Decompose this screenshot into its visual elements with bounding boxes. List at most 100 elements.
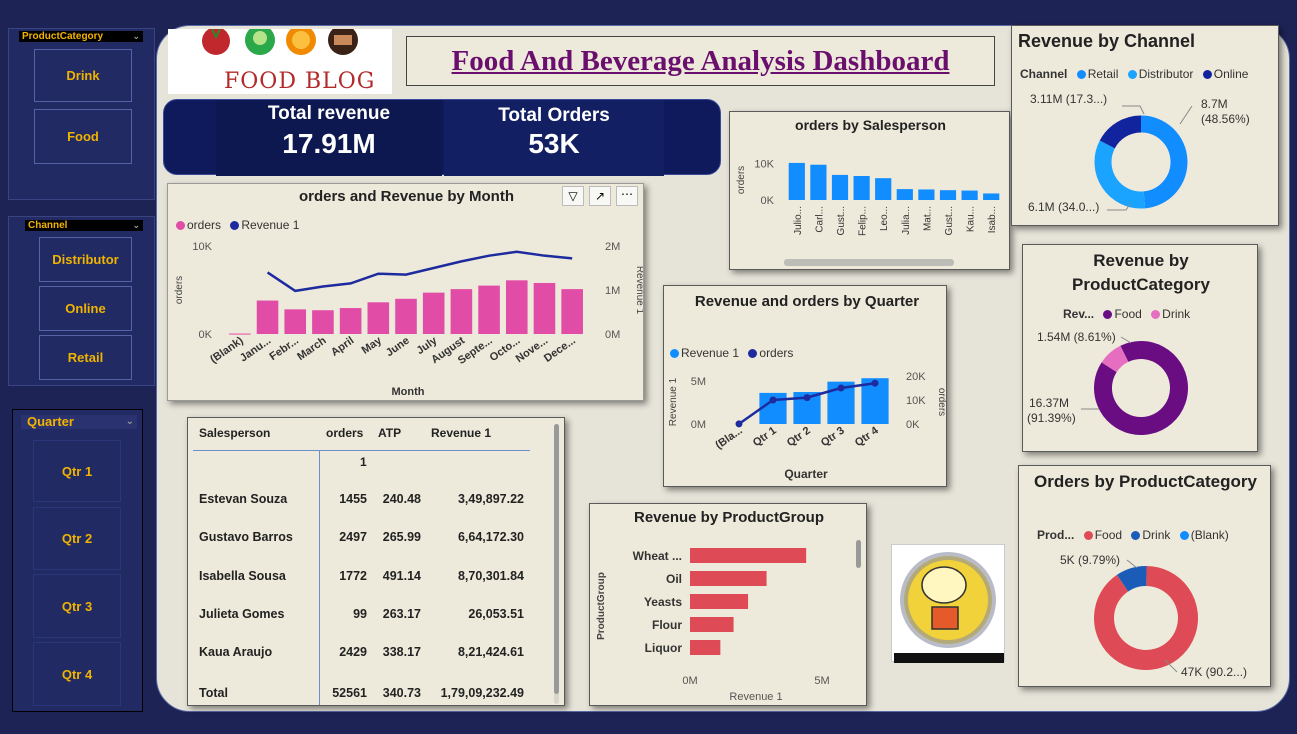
more-options-icon[interactable]: ⋯ — [616, 186, 638, 206]
x-tick-label: Qtr 3 — [819, 425, 847, 450]
table-cell: 338.17 — [382, 645, 421, 659]
table-cell: 8,70,301.84 — [457, 569, 524, 583]
x-tick-label: June — [384, 335, 412, 360]
revcat-slice — [1101, 345, 1129, 373]
legend-title: Rev... — [1063, 307, 1095, 321]
slicer-item-retail[interactable]: Retail — [39, 335, 132, 380]
scrollbar-thumb[interactable] — [856, 540, 861, 568]
focus-mode-icon[interactable]: ↗ — [589, 186, 611, 206]
x-tick-label: 0M — [682, 675, 697, 687]
food-icons — [202, 25, 358, 55]
x-axis-label: Month — [392, 386, 425, 398]
slicer-header: ProductCategory ⌄ — [19, 31, 143, 42]
x-tick-label: Gust... — [836, 206, 847, 235]
col-header-atp[interactable]: ATP — [378, 426, 402, 440]
legend-label: Drink — [1142, 528, 1171, 542]
col-header-orders[interactable]: orders — [326, 426, 364, 440]
bar-orders — [229, 333, 251, 335]
ordcat-slice — [1116, 566, 1147, 592]
x-tick-label: Carl... — [814, 206, 825, 233]
legend-label: Revenue 1 — [241, 218, 300, 232]
slicer-item-qtr1[interactable]: Qtr 1 — [33, 440, 121, 502]
bar-orders — [395, 298, 417, 334]
y-tick-label: 0K — [199, 329, 213, 341]
filter-icon[interactable]: ▽ — [562, 186, 584, 206]
slicer-item-qtr4[interactable]: Qtr 4 — [33, 642, 121, 706]
ordcat-slice — [1094, 566, 1198, 670]
table-cell: 1772 — [339, 569, 367, 583]
tomato-icon — [202, 27, 230, 55]
bar-revenue — [690, 594, 749, 609]
scrollbar-track[interactable] — [554, 424, 559, 704]
chart-title: Revenue by ProductCategory — [1072, 251, 1210, 294]
data-label: 5K (9.79%) — [1060, 553, 1120, 567]
channel-donut-card[interactable]: Revenue by Channel Channel Retail Distri… — [1011, 25, 1279, 226]
table-cell: 263.17 — [382, 607, 421, 621]
table-cell: 1455 — [339, 492, 367, 506]
slicer-item-qtr3[interactable]: Qtr 3 — [33, 574, 121, 638]
chart-title: orders by Salesperson — [795, 117, 946, 133]
scrollbar-thumb[interactable] — [554, 424, 559, 694]
salesperson-table-card[interactable]: Salesperson orders ATP Revenue 1 1 Estev… — [187, 417, 565, 706]
salesperson-chart-card[interactable]: orders by Salesperson 10K 0K orders Julio..… — [729, 111, 1010, 270]
revcat-donut-card[interactable]: Revenue by ProductCategory Rev... Food D… — [1022, 244, 1258, 452]
chevron-down-icon[interactable]: ⌄ — [132, 31, 140, 41]
x-tick-label: Felip... — [858, 206, 869, 236]
chart-title: Revenue by ProductGroup — [633, 509, 825, 526]
slicer-item-food[interactable]: Food — [34, 109, 132, 164]
table-cell: 26,053.51 — [468, 607, 524, 621]
data-label: 47K (90.2...) — [1181, 665, 1247, 679]
legend-dot — [176, 221, 185, 230]
bar-orders — [367, 302, 390, 334]
slicer-item-online[interactable]: Online — [39, 286, 132, 331]
legend-label: Online — [1213, 67, 1249, 81]
legend-dot — [1131, 531, 1141, 540]
legend-label: (Blank) — [1190, 528, 1229, 542]
bar-orders — [478, 285, 500, 334]
table-cell: Isabella Sousa — [199, 569, 286, 583]
data-label: 16.37M — [1029, 396, 1069, 410]
slicer-item-qtr2[interactable]: Qtr 2 — [33, 507, 121, 570]
legend-dot — [670, 349, 679, 358]
bar-orders — [918, 189, 935, 200]
y2-tick-label: 10K — [906, 395, 926, 407]
y2-tick-label: 20K — [906, 371, 926, 383]
leader-line — [1120, 336, 1132, 344]
y-tick-label: 0K — [761, 195, 775, 207]
ordcat-donut-card[interactable]: Orders by ProductCategory Prod... Food D… — [1018, 465, 1271, 687]
col-header-revenue[interactable]: Revenue 1 — [431, 426, 492, 440]
bar-orders — [939, 190, 957, 200]
slicer-title: Quarter — [27, 414, 74, 429]
slicer-item-label: Qtr 3 — [61, 598, 93, 614]
x-tick-label: 5M — [814, 675, 829, 687]
quarter-slicer: Quarter ⌄ Qtr 1 Qtr 2 Qtr 3 Qtr 4 — [12, 409, 143, 712]
slicer-item-label: Qtr 4 — [61, 666, 93, 682]
col-header-salesperson[interactable]: Salesperson — [199, 426, 271, 440]
slicer-header: Channel ⌄ — [25, 220, 143, 231]
legend-title: Prod... — [1037, 528, 1075, 542]
data-label: 3.11M (17.3...) — [1030, 92, 1107, 106]
slicer-item-drink[interactable]: Drink — [34, 49, 132, 102]
month-chart-card[interactable]: orders and Revenue by Month ▽ ↗ ⋯ orders… — [167, 183, 644, 401]
quarter-chart-card[interactable]: Revenue and orders by Quarter Revenue 1 … — [663, 285, 947, 487]
x-tick-label: Qtr 4 — [853, 424, 882, 449]
x-tick-label: Mat... — [922, 206, 933, 231]
chevron-down-icon[interactable]: ⌄ — [132, 220, 140, 230]
bar-orders — [561, 289, 583, 334]
leaf-icon — [211, 28, 221, 40]
table-total-cell: 1,79,09,232.49 — [440, 686, 524, 700]
slicer-item-label: Food — [67, 129, 99, 144]
bar-orders — [422, 292, 445, 334]
bar-revenue — [690, 640, 721, 655]
x-axis-label: Revenue 1 — [729, 691, 782, 703]
slicer-item-distributor[interactable]: Distributor — [39, 237, 132, 282]
table-cell: 240.48 — [382, 492, 421, 506]
bar-orders — [961, 190, 978, 200]
bar-orders — [533, 282, 556, 334]
chevron-down-icon[interactable]: ⌄ — [125, 416, 134, 427]
food-blog-logo: FOOD BLOG — [168, 25, 392, 94]
productgroup-chart-card[interactable]: Revenue by ProductGroup Wheat ... Oil Yeas… — [589, 503, 867, 706]
bar-orders — [505, 280, 528, 334]
y-axis-label: ProductGroup — [596, 572, 607, 640]
